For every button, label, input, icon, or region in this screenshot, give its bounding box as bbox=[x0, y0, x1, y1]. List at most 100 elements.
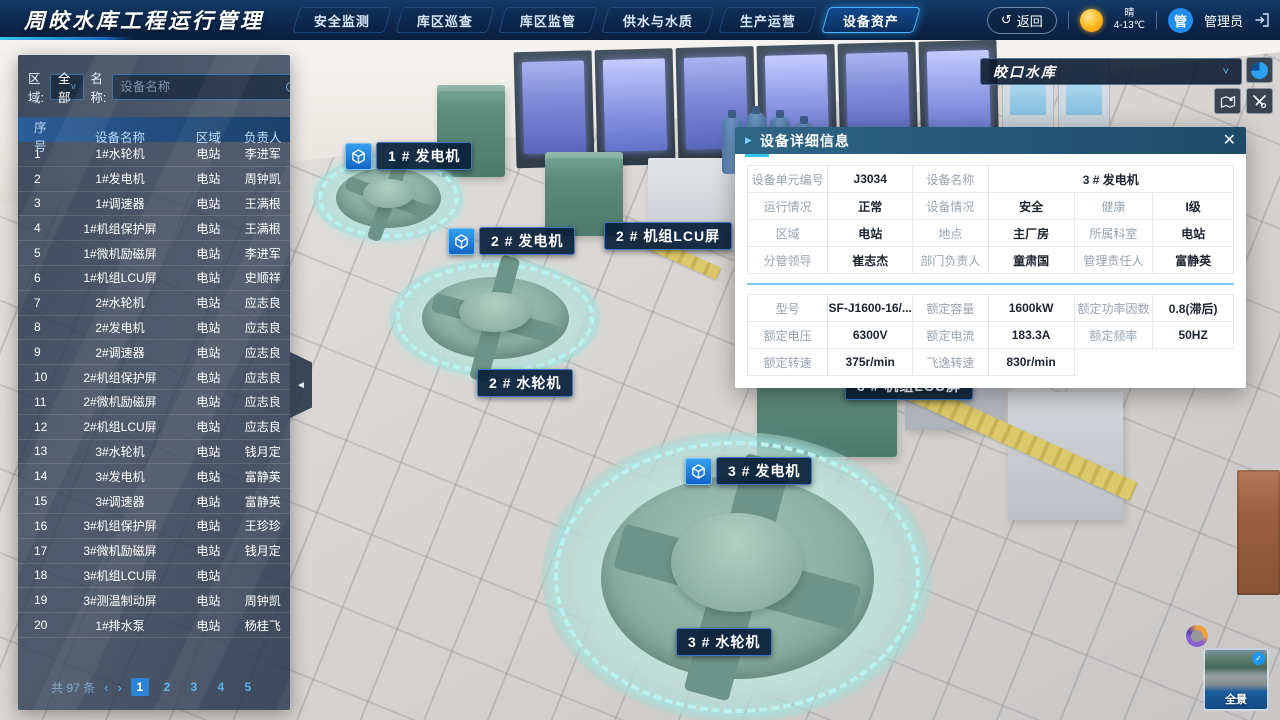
table-row[interactable]: 19 3#测温制动屏 电站 周钟凯 bbox=[18, 588, 290, 614]
table-row[interactable]: 3 1#调速器 电站 王满根 bbox=[18, 192, 290, 217]
nav-tab[interactable]: 生产运营 bbox=[718, 7, 818, 33]
spec-cell: 额定容量 bbox=[913, 295, 989, 322]
info-cell: 设备情况 bbox=[913, 193, 989, 220]
info-cell: 3 # 发电机 bbox=[988, 166, 1234, 193]
cabinet bbox=[513, 50, 595, 169]
chevron-down-icon: ˅ bbox=[70, 81, 77, 93]
name-search-input[interactable] bbox=[120, 80, 282, 94]
page-button[interactable]: 2 bbox=[163, 680, 171, 694]
table-row[interactable]: 17 3#微机励磁屏 电站 钱月定 bbox=[18, 539, 290, 564]
top-navbar: 周皎水库工程运行管理 安全监测 库区巡查 库区监管 供水与水质 生产运营 设备资产 ↺ 返… bbox=[0, 0, 1280, 40]
nav-tab[interactable]: 安全监测 bbox=[292, 7, 392, 33]
table-row[interactable]: 13 3#水轮机 电站 钱月定 bbox=[18, 440, 290, 465]
spec-cell: 0.8(滞后) bbox=[1153, 295, 1234, 322]
table-row[interactable]: 9 2#调速器 电站 应志良 bbox=[18, 340, 290, 366]
equipment-label-text: 2 # 水轮机 bbox=[477, 369, 574, 397]
divider bbox=[1067, 11, 1069, 29]
table-row[interactable]: 16 3#机组保护屏 电站 王珍珍 bbox=[18, 514, 290, 539]
table-row[interactable]: 12 2#机组LCU屏 电站 应志良 bbox=[18, 415, 290, 440]
navbar-right: ↺ 返回 晴 4-13℃ 管 管理员 bbox=[986, 6, 1270, 34]
reservoir-dropdown[interactable]: 皎口水库 ˅ bbox=[980, 58, 1242, 85]
info-cell: 主厂房 bbox=[988, 220, 1075, 247]
name-search-box bbox=[112, 74, 290, 100]
equipment-label-text: 3 # 水轮机 bbox=[676, 628, 773, 656]
spec-cell: 额定功率因数 bbox=[1074, 295, 1154, 322]
table-row[interactable]: 20 1#排水泵 电站 杨桂飞 bbox=[18, 613, 290, 638]
page-button[interactable]: 1 bbox=[130, 678, 149, 696]
total-count: 共 97 条 bbox=[51, 680, 96, 695]
cabinet bbox=[594, 48, 676, 167]
table-row[interactable]: 2 1#发电机 电站 周钟凯 bbox=[18, 167, 290, 192]
equipment-label[interactable]: 1 # 发电机 bbox=[345, 142, 473, 170]
nav-tab[interactable]: 设备资产 bbox=[821, 7, 921, 33]
info-cell: I级 bbox=[1153, 193, 1234, 220]
table-row[interactable]: 10 2#机组保护屏 电站 应志良 bbox=[18, 365, 290, 390]
back-button[interactable]: ↺ 返回 bbox=[986, 6, 1057, 34]
table-row[interactable]: 15 3#调速器 电站 富静英 bbox=[18, 489, 290, 514]
table-row[interactable]: 6 1#机组LCU屏 电站 史顺祥 bbox=[18, 266, 290, 291]
equipment-label[interactable]: 3 # 水轮机 bbox=[676, 628, 773, 656]
info-cell: 部门负责人 bbox=[913, 247, 989, 274]
info-cell: 崔志杰 bbox=[828, 247, 914, 274]
sidebar-collapse-button[interactable]: ◄ bbox=[290, 352, 312, 418]
info-table: 设备单元编号 J3034 设备名称 3 # 发电机 运行情况 正常 设备情况 安全 健康 I级 区域… bbox=[747, 165, 1234, 274]
equipment-label[interactable]: 3 # 发电机 bbox=[685, 457, 813, 485]
table-row[interactable]: 4 1#机组保护屏 电站 王满根 bbox=[18, 216, 290, 242]
info-cell: 设备单元编号 bbox=[748, 166, 829, 193]
nav-tabs: 安全监测 库区巡查 库区监管 供水与水质 生产运营 设备资产 bbox=[292, 7, 921, 33]
user-avatar[interactable]: 管 bbox=[1167, 7, 1193, 33]
table-row[interactable]: 14 3#发电机 电站 富静英 bbox=[18, 464, 290, 490]
info-cell: 地点 bbox=[913, 220, 989, 247]
search-icon[interactable] bbox=[286, 82, 290, 92]
spec-cell: SF-J1600-16/... bbox=[828, 295, 914, 322]
panorama-thumbnail[interactable]: ✓ 全景 bbox=[1203, 648, 1269, 711]
globe-view-button[interactable] bbox=[1246, 57, 1273, 83]
next-page-button[interactable]: › bbox=[117, 679, 122, 695]
table-row[interactable]: 11 2#微机励磁屏 电站 应志良 bbox=[18, 390, 290, 415]
turbine-unit-2[interactable] bbox=[390, 253, 600, 383]
spec-cell: 6300V bbox=[828, 322, 914, 349]
area-select[interactable]: 全部 ˅ bbox=[49, 72, 85, 105]
table-row[interactable]: 1 1#水轮机 电站 李进军 bbox=[18, 142, 290, 167]
info-cell: 富静英 bbox=[1153, 247, 1234, 274]
info-cell: 电站 bbox=[1153, 220, 1234, 247]
page-button[interactable]: 4 bbox=[217, 680, 225, 694]
nav-tab[interactable]: 供水与水质 bbox=[601, 7, 715, 33]
equipment-label[interactable]: 2 # 发电机 bbox=[448, 227, 576, 255]
equipment-sidebar: 区域: 全部 ˅ 名称: 序号 设备名称 区域 负责人 1 1#水轮机 电站 bbox=[18, 55, 290, 710]
info-cell: 健康 bbox=[1074, 193, 1154, 220]
table-row[interactable]: 5 1#微机励磁屏 电站 李进军 bbox=[18, 241, 290, 266]
map-marker-button[interactable] bbox=[1214, 88, 1241, 114]
prev-page-button[interactable]: ‹ bbox=[104, 679, 109, 695]
tools-button[interactable] bbox=[1246, 88, 1273, 114]
equipment-label-text: 1 # 发电机 bbox=[376, 142, 473, 170]
table-row[interactable]: 18 3#机组LCU屏 电站 bbox=[18, 564, 290, 589]
equipment-label[interactable]: 2 # 机组LCU屏 bbox=[604, 222, 733, 250]
cube-icon bbox=[685, 457, 712, 485]
table-row[interactable]: 8 2#发电机 电站 应志良 bbox=[18, 316, 290, 341]
user-name: 管理员 bbox=[1203, 13, 1243, 29]
info-cell: 安全 bbox=[988, 193, 1075, 220]
equipment-label[interactable]: 2 # 水轮机 bbox=[477, 369, 574, 397]
tools-icon bbox=[1253, 94, 1267, 108]
equipment-label-text: 3 # 发电机 bbox=[716, 457, 813, 485]
spec-cell: 飞逸转速 bbox=[913, 349, 989, 376]
info-cell: J3034 bbox=[828, 166, 914, 193]
spec-cell: 1600kW bbox=[988, 295, 1075, 322]
page-button[interactable]: 5 bbox=[244, 680, 252, 694]
spec-cell: 额定电压 bbox=[748, 322, 829, 349]
panel-accent bbox=[745, 154, 769, 157]
nav-tab[interactable]: 库区监管 bbox=[498, 7, 598, 33]
table-row[interactable]: 7 2#水轮机 电站 应志良 bbox=[18, 291, 290, 316]
nav-tab[interactable]: 库区巡查 bbox=[395, 7, 495, 33]
map-marker-icon bbox=[1220, 95, 1235, 108]
weather-sun-icon bbox=[1079, 8, 1103, 32]
page-button[interactable]: 3 bbox=[190, 680, 198, 694]
back-icon: ↺ bbox=[1000, 12, 1012, 27]
filter-bar: 区域: 全部 ˅ 名称: bbox=[18, 55, 290, 117]
logout-icon[interactable] bbox=[1254, 12, 1270, 28]
spec-cell: 额定频率 bbox=[1074, 322, 1154, 349]
close-icon[interactable]: ✕ bbox=[1222, 131, 1236, 149]
